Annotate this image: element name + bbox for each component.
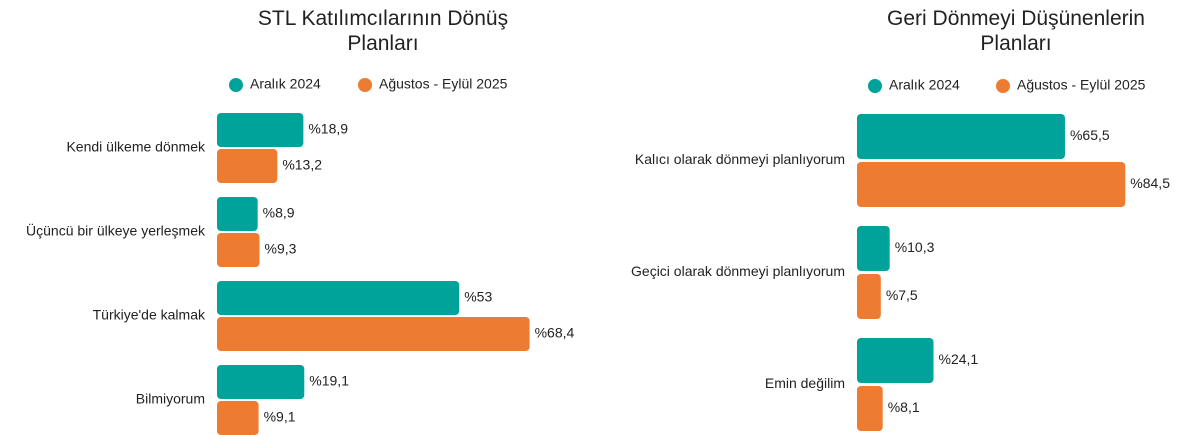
legend-marker bbox=[358, 78, 372, 92]
value-label: %8,1 bbox=[888, 399, 920, 415]
value-label: %13,2 bbox=[282, 157, 322, 173]
legend-label: Ağustos - Eylül 2025 bbox=[379, 76, 508, 92]
bar bbox=[217, 365, 305, 399]
bar bbox=[857, 162, 1126, 207]
bar bbox=[217, 149, 278, 183]
bar bbox=[217, 233, 260, 267]
value-label: %65,5 bbox=[1070, 127, 1110, 143]
legend-label: Aralık 2024 bbox=[889, 77, 960, 93]
legend-label: Ağustos - Eylül 2025 bbox=[1017, 77, 1146, 93]
value-label: %68,4 bbox=[535, 325, 575, 341]
value-label: %9,3 bbox=[265, 241, 297, 257]
bar bbox=[857, 226, 890, 271]
value-label: %19,1 bbox=[309, 373, 349, 389]
value-label: %53 bbox=[464, 289, 492, 305]
chart-title: STL Katılımcılarının Dönüş Planları bbox=[257, 7, 509, 55]
bar bbox=[857, 338, 934, 383]
legend-marker bbox=[868, 79, 882, 93]
category-label: Üçüncü bir ülkeye yerleşmek bbox=[26, 222, 206, 239]
legend-label: Aralık 2024 bbox=[250, 76, 321, 92]
bar bbox=[857, 274, 881, 319]
bar bbox=[217, 401, 259, 435]
bar bbox=[857, 114, 1065, 159]
value-label: %24,1 bbox=[939, 351, 979, 367]
value-label: %18,9 bbox=[308, 121, 348, 137]
value-label: %9,1 bbox=[264, 409, 296, 425]
value-label: %84,5 bbox=[1130, 175, 1170, 191]
value-label: %8,9 bbox=[263, 205, 295, 221]
bar bbox=[217, 197, 258, 231]
bar bbox=[217, 317, 530, 351]
category-label: Türkiye'de kalmak bbox=[93, 307, 206, 323]
category-label: Emin değilim bbox=[765, 375, 845, 391]
category-label: Kendi ülkeme dönmek bbox=[66, 139, 206, 155]
category-label: Kalıcı olarak dönmeyi planlıyorum bbox=[635, 151, 845, 167]
legend-marker bbox=[229, 78, 243, 92]
value-label: %7,5 bbox=[886, 287, 918, 303]
legend-marker bbox=[996, 79, 1010, 93]
category-label: Bilmiyorum bbox=[136, 391, 205, 407]
bar bbox=[217, 281, 460, 315]
category-label: Geçici olarak dönmeyi planlıyorum bbox=[631, 263, 845, 279]
value-label: %10,3 bbox=[895, 239, 935, 255]
bar bbox=[857, 386, 883, 431]
bar bbox=[217, 113, 304, 147]
chart-title: Geri Dönmeyi Düşünenlerin Planları bbox=[887, 7, 1145, 55]
